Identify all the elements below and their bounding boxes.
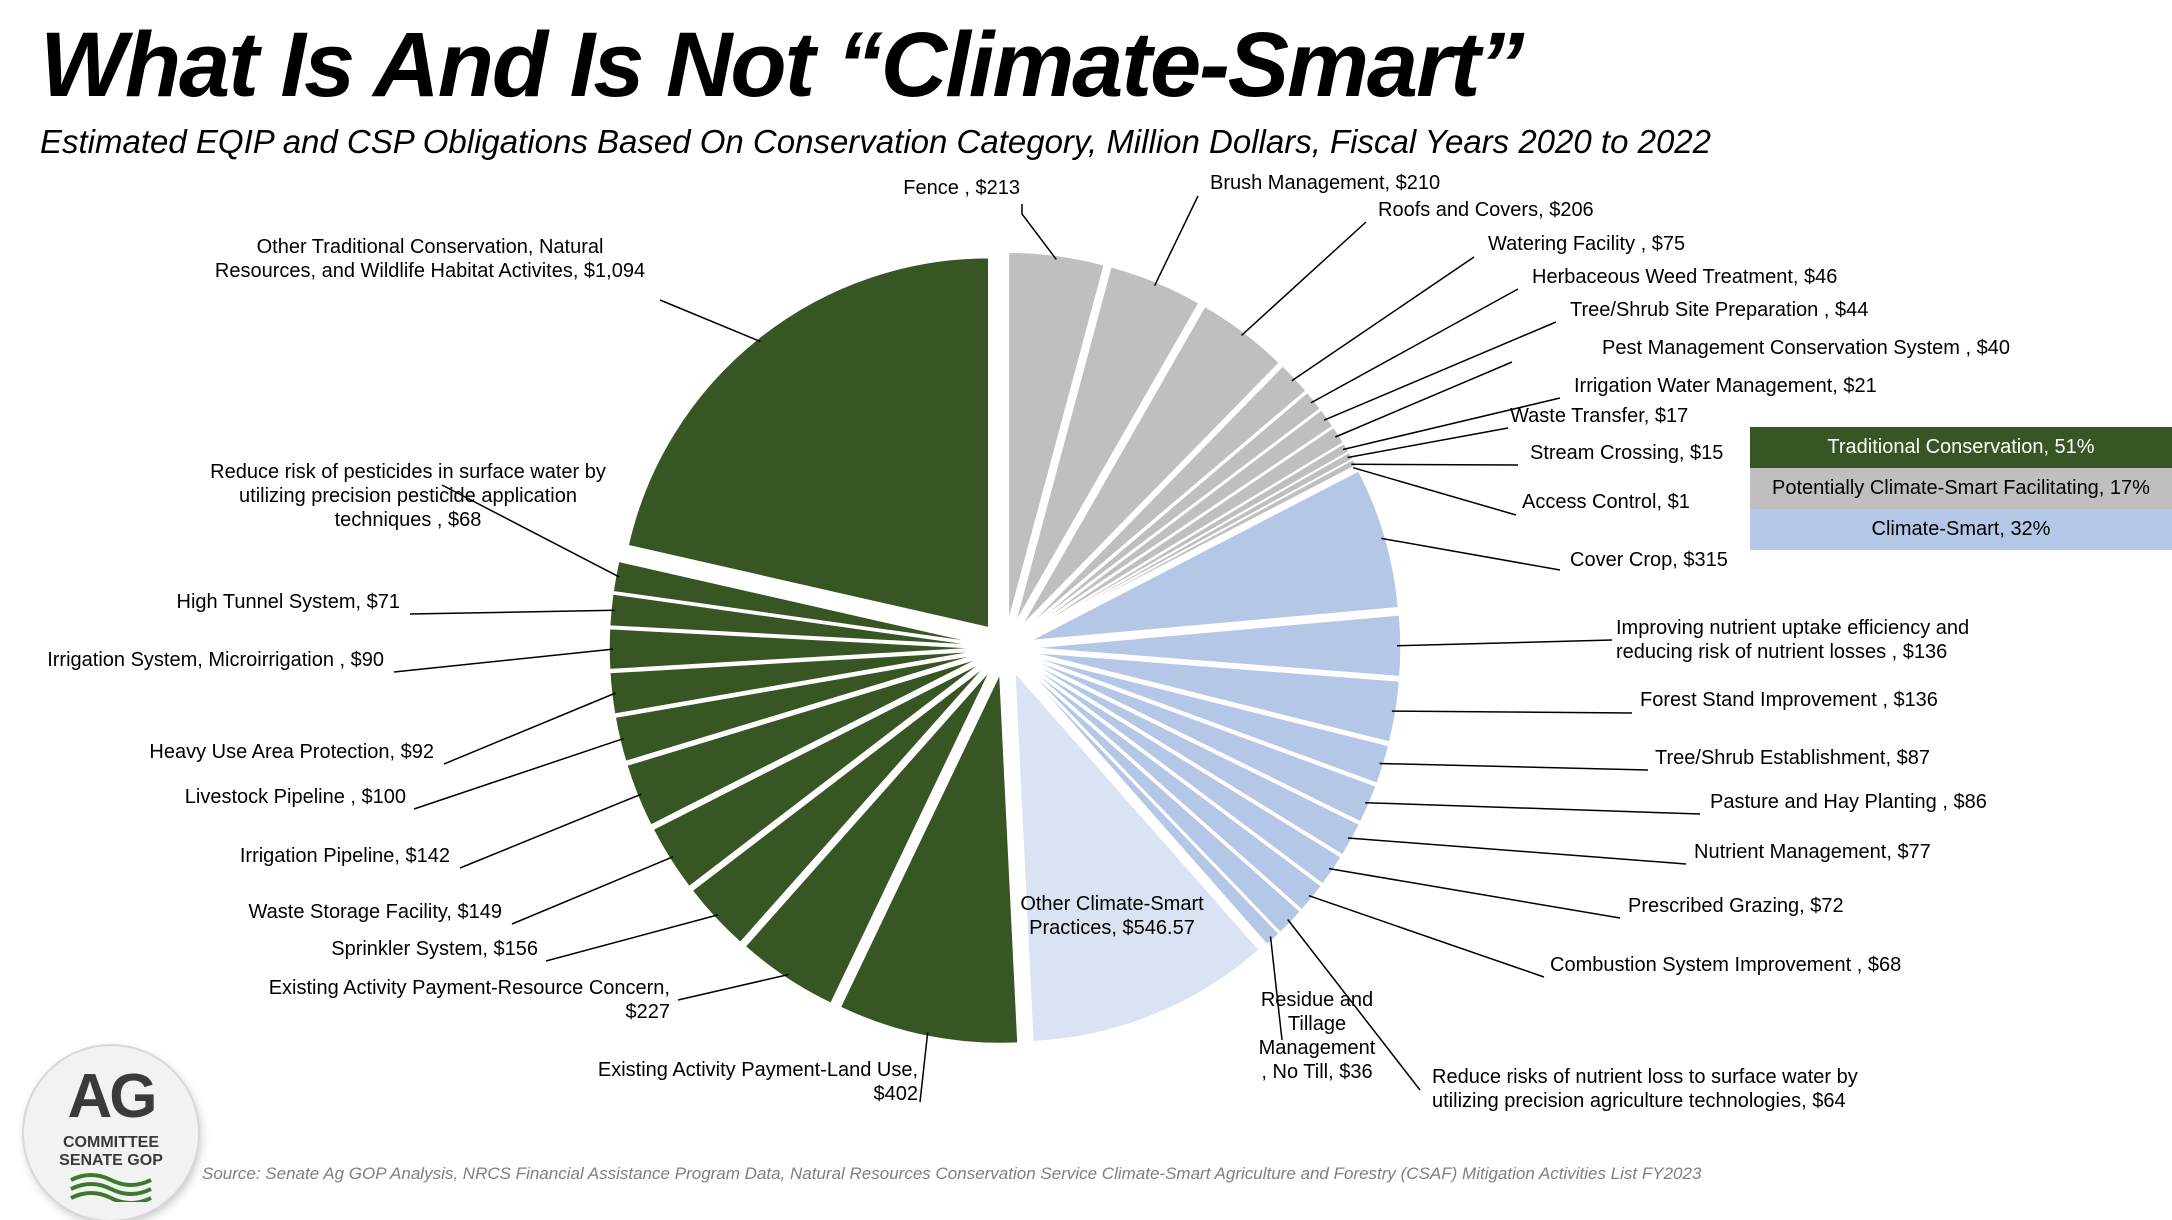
- slice-label: Tree/Shrub Establishment, $87: [1655, 747, 1930, 769]
- leader-line: [1391, 710, 1633, 714]
- leader-line: [1287, 919, 1421, 1091]
- leader-line: [1240, 221, 1367, 336]
- pie-slice: [1024, 663, 1323, 912]
- slice-labels: Fence , $213 Brush Management, $210 Roofs …: [47, 172, 2010, 1112]
- leader-line: [1335, 361, 1513, 438]
- slice-label: Watering Facility , $75: [1488, 233, 1685, 255]
- leader-line: [441, 484, 620, 578]
- pie-slice: [609, 650, 980, 716]
- leader-line: [1021, 204, 1057, 260]
- pie-slice: [1029, 654, 1390, 785]
- leader-line: [1291, 256, 1475, 382]
- slice-label: Irrigation Water Management, $21: [1574, 375, 1877, 397]
- slice-label: Waste Storage Facility, $149: [249, 901, 502, 923]
- slice-label: Tree/Shrub Site Preparation , $44: [1570, 299, 1868, 321]
- slice-label: Other Traditional Conservation, Natural R…: [215, 236, 645, 282]
- legend-item-facilitating: Potentially Climate-Smart Facilitating, …: [1750, 468, 2172, 509]
- pie-slice: [612, 560, 980, 645]
- pie-slice: [1028, 657, 1378, 824]
- pie-slice: [1027, 659, 1361, 857]
- pie-slice: [627, 256, 990, 629]
- slice-label: Livestock Pipeline , $100: [185, 786, 406, 808]
- slice-label: Heavy Use Area Protection, $92: [149, 741, 434, 763]
- page-subtitle: Estimated EQIP and CSP Obligations Based…: [40, 123, 1712, 160]
- pie-slice: [691, 665, 987, 944]
- leader-line: [443, 692, 616, 765]
- field-waves-icon: [70, 1173, 152, 1202]
- pie-slices: [608, 251, 1402, 1045]
- slice-label: Improving nutrient uptake efficiency and…: [1616, 617, 1969, 663]
- slice-label: Combustion System Improvement , $68: [1550, 954, 1901, 976]
- slice-label: Residue and Tillage Management, No Till, $…: [1259, 989, 1376, 1083]
- leader-line: [1365, 801, 1701, 815]
- logo-committee-text: COMMITTEE: [63, 1134, 159, 1151]
- slice-label: Fence , $213: [903, 177, 1020, 199]
- leader-line: [1153, 195, 1199, 287]
- leader-line: [409, 609, 615, 615]
- leader-line: [413, 737, 624, 810]
- slice-label: Other Climate-Smart Practices, $546.57: [1020, 893, 1204, 939]
- leader-line: [1351, 463, 1519, 466]
- pie-slice: [1026, 661, 1343, 886]
- leader-line: [1396, 639, 1613, 647]
- slice-label: Irrigation System, Microirrigation , $90: [47, 649, 384, 671]
- leader-line: [1342, 397, 1561, 451]
- slice-label: Cover Crop, $315: [1570, 549, 1728, 571]
- slice-label: Forest Stand Improvement , $136: [1640, 689, 1938, 711]
- leader-line: [1308, 894, 1545, 978]
- leader-line: [659, 299, 761, 343]
- leader-line: [1347, 837, 1687, 865]
- leader-line: [1352, 466, 1517, 516]
- pie-slice: [1029, 469, 1400, 642]
- leader-line: [677, 973, 789, 1001]
- leader-line: [919, 1032, 929, 1103]
- slice-label: Existing Activity Payment-Land Use, $402: [598, 1059, 918, 1105]
- slice-label: Sprinkler System, $156: [331, 938, 538, 960]
- legend: Traditional Conservation, 51% Potentiall…: [1750, 427, 2172, 550]
- ag-committee-logo: AG COMMITTEE SENATE GOP: [24, 1046, 198, 1220]
- slice-label: Irrigation Pipeline, $142: [240, 845, 450, 867]
- slice-label: Pasture and Hay Planting , $86: [1710, 791, 1987, 813]
- pie-slice: [744, 669, 992, 1005]
- logo-senate-gop-text: SENATE GOP: [59, 1152, 163, 1169]
- legend-item-traditional: Traditional Conservation, 51%: [1750, 427, 2172, 468]
- leader-line: [1328, 867, 1621, 919]
- slice-label: Reduce risk of pesticides in surface wat…: [210, 461, 606, 531]
- pie-slice: [1025, 408, 1335, 634]
- leader-lines: [393, 195, 1701, 1103]
- slice-label: Brush Management, $210: [1210, 172, 1440, 194]
- slice-label: Waste Transfer, $17: [1510, 405, 1688, 427]
- slice-label: Prescribed Grazing, $72: [1628, 895, 1844, 917]
- slice-label: Reduce risks of nutrient loss to surface…: [1432, 1066, 1858, 1112]
- source-note: Source: Senate Ag GOP Analysis, NRCS Fin…: [202, 1164, 1702, 1183]
- leader-line: [1381, 537, 1561, 571]
- legend-item-climate-smart: Climate-Smart, 32%: [1750, 509, 2172, 550]
- leader-line: [1347, 427, 1509, 459]
- leader-line: [1379, 762, 1649, 771]
- leader-line: [1269, 936, 1283, 1041]
- logo-ag-text: AG: [67, 1062, 158, 1131]
- leader-line: [1310, 288, 1519, 404]
- slice-label: High Tunnel System, $71: [177, 591, 400, 613]
- slice-label: Herbaceous Weed Treatment, $46: [1532, 266, 1837, 288]
- pie-slice: [1013, 669, 1261, 1043]
- slice-label: Stream Crossing, $15: [1530, 442, 1723, 464]
- slice-label: Existing Activity Payment-Resource Conce…: [269, 977, 670, 1023]
- leader-line: [545, 914, 719, 962]
- leader-line: [511, 856, 674, 925]
- pie-slice: [1022, 666, 1281, 946]
- slice-label: Pest Management Conservation System , $4…: [1602, 337, 2010, 359]
- leader-line: [459, 793, 642, 869]
- pie-slice: [1027, 464, 1358, 637]
- slice-label: Roofs and Covers, $206: [1378, 199, 1594, 221]
- leader-line: [1323, 321, 1557, 421]
- leader-line: [393, 648, 614, 673]
- pie-slice: [1007, 251, 1106, 623]
- slice-label: Nutrient Management, $77: [1694, 841, 1931, 863]
- page-title: What Is And Is Not “Climate-Smart”: [40, 14, 1525, 116]
- slice-label: Access Control, $1: [1522, 491, 1690, 513]
